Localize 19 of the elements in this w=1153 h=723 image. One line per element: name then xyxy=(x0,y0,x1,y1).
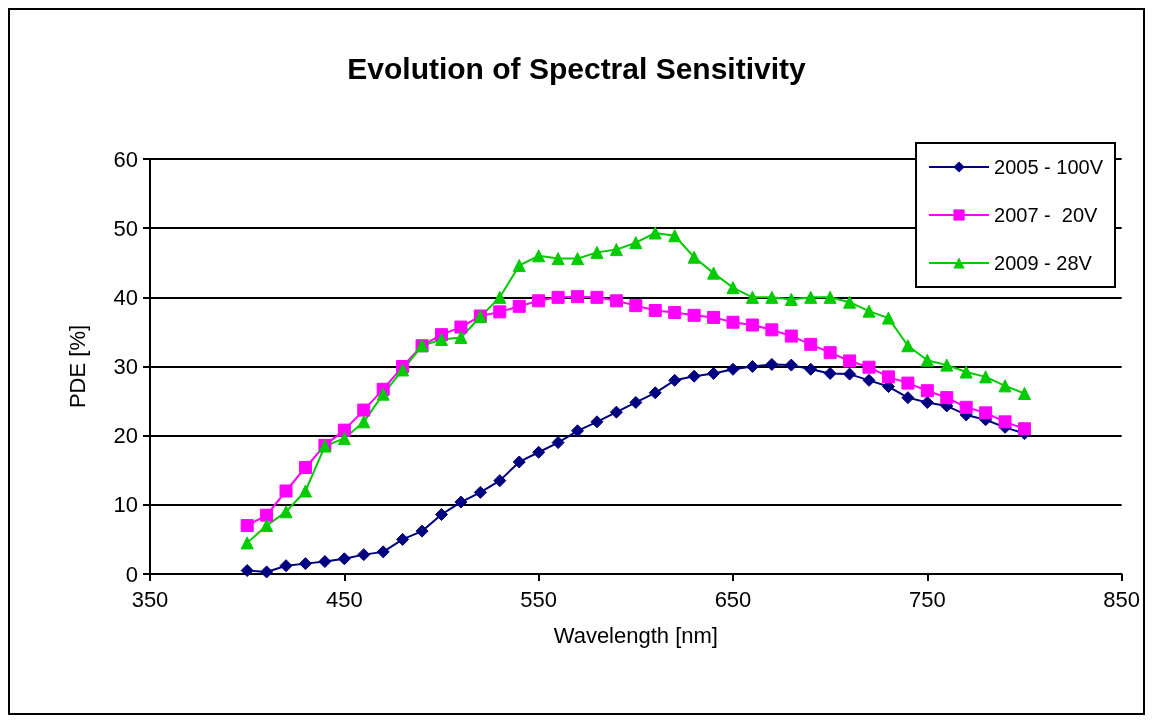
x-tick-label: 550 xyxy=(520,586,558,612)
x-tick-label: 750 xyxy=(908,586,946,612)
y-tick-label: 60 xyxy=(113,146,138,172)
y-tick-label: 0 xyxy=(125,561,138,587)
chart-title: Evolution of Spectral Sensitivity xyxy=(347,51,807,85)
x-tick-label: 350 xyxy=(131,586,169,612)
x-tick-label: 450 xyxy=(325,586,363,612)
y-tick-label: 10 xyxy=(113,492,138,518)
x-tick-label: 650 xyxy=(714,586,752,612)
x-axis-title: Wavelength [nm] xyxy=(553,622,718,648)
legend-label: 2009 - 28V xyxy=(994,252,1093,274)
y-tick-label: 40 xyxy=(113,284,138,310)
legend-label: 2007 - 20V xyxy=(994,204,1099,226)
legend-label: 2005 - 100V xyxy=(994,156,1104,178)
x-tick-label: 850 xyxy=(1103,586,1141,612)
y-tick-label: 30 xyxy=(113,354,138,379)
y-tick-label: 20 xyxy=(113,423,138,449)
y-axis-title: PDE [%] xyxy=(64,324,90,409)
y-tick-label: 50 xyxy=(113,215,138,241)
